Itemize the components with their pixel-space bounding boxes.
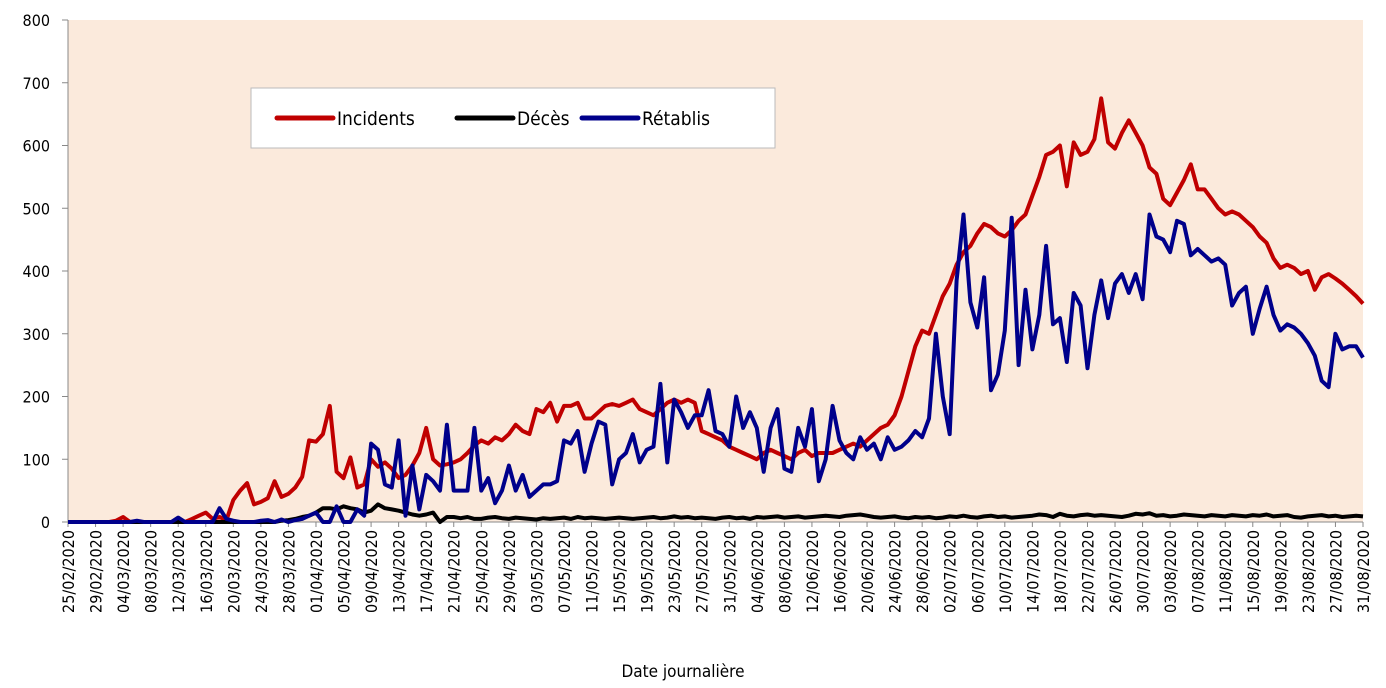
x-tick-label: 27/08/2020 — [1326, 530, 1345, 613]
x-tick-label: 25/04/2020 — [472, 530, 491, 613]
y-tick-label: 100 — [23, 450, 50, 469]
x-tick-label: 22/07/2020 — [1078, 530, 1097, 613]
y-tick-label: 600 — [23, 137, 50, 156]
x-tick-label: 20/06/2020 — [858, 530, 877, 613]
x-tick-label: 29/04/2020 — [500, 530, 519, 613]
x-tick-label: 09/04/2020 — [362, 530, 381, 613]
x-tick-label: 02/07/2020 — [941, 530, 960, 613]
x-tick-label: 14/07/2020 — [1023, 530, 1042, 613]
x-tick-label: 25/02/2020 — [59, 530, 78, 613]
x-tick-label: 28/03/2020 — [279, 530, 298, 613]
y-tick-label: 300 — [23, 325, 50, 344]
y-tick-label: 400 — [23, 262, 50, 281]
legend: Incidents Décès Rétablis — [250, 87, 776, 149]
x-tick-label: 12/06/2020 — [803, 530, 822, 613]
x-tick-label: 17/04/2020 — [417, 530, 436, 613]
x-tick-label: 31/05/2020 — [720, 530, 739, 613]
x-tick-label: 01/04/2020 — [307, 530, 326, 613]
x-tick-label: 06/07/2020 — [968, 530, 987, 613]
y-tick-label: 700 — [23, 74, 50, 93]
y-tick-label: 200 — [23, 388, 50, 407]
y-tick-label: 800 — [23, 11, 50, 30]
series-line — [68, 96, 1365, 524]
x-tick-label: 12/03/2020 — [169, 530, 188, 613]
x-tick-label: 16/06/2020 — [830, 530, 849, 613]
legend-label: Incidents — [337, 108, 415, 130]
x-tick-label: 16/03/2020 — [197, 530, 216, 613]
x-tick-label: 26/07/2020 — [1106, 530, 1125, 613]
x-tick-label: 15/08/2020 — [1244, 530, 1263, 613]
y-tick-label: 500 — [23, 199, 50, 218]
x-tick-label: 07/05/2020 — [555, 530, 574, 613]
x-tick-label: 10/07/2020 — [996, 530, 1015, 613]
legend-label: Décès — [517, 108, 570, 130]
x-tick-label: 20/03/2020 — [224, 530, 243, 613]
x-tick-label: 08/03/2020 — [142, 530, 161, 613]
x-tick-label: 23/08/2020 — [1299, 530, 1318, 613]
x-tick-label: 23/05/2020 — [665, 530, 684, 613]
x-tick-label: 11/05/2020 — [583, 530, 602, 613]
x-tick-label: 24/06/2020 — [886, 530, 905, 613]
x-tick-label: 11/08/2020 — [1216, 530, 1235, 613]
x-tick-label: 31/08/2020 — [1354, 530, 1373, 613]
x-tick-label: 03/08/2020 — [1161, 530, 1180, 613]
x-tick-label: 05/04/2020 — [335, 530, 354, 613]
x-tick-label: 07/08/2020 — [1189, 530, 1208, 613]
x-tick-label: 24/03/2020 — [252, 530, 271, 613]
x-tick-label: 18/07/2020 — [1051, 530, 1070, 613]
x-tick-label: 21/04/2020 — [445, 530, 464, 613]
series-line — [68, 212, 1365, 524]
x-tick-label: 19/05/2020 — [638, 530, 657, 613]
x-tick-label: 13/04/2020 — [390, 530, 409, 613]
x-tick-label: 28/06/2020 — [913, 530, 932, 613]
x-tick-label: 29/02/2020 — [87, 530, 106, 613]
x-tick-label: 15/05/2020 — [610, 530, 629, 613]
x-tick-label: 04/03/2020 — [114, 530, 133, 613]
x-tick-label: 04/06/2020 — [748, 530, 767, 613]
legend-label: Rétablis — [642, 108, 710, 130]
y-tick-label: 0 — [41, 513, 50, 532]
x-tick-label: 19/08/2020 — [1271, 530, 1290, 613]
x-tick-label: 30/07/2020 — [1134, 530, 1153, 613]
x-tick-label: 08/06/2020 — [775, 530, 794, 613]
x-axis-label: Date journalière — [621, 662, 744, 682]
x-tick-label: 27/05/2020 — [693, 530, 712, 613]
x-tick-label: 03/05/2020 — [527, 530, 546, 613]
